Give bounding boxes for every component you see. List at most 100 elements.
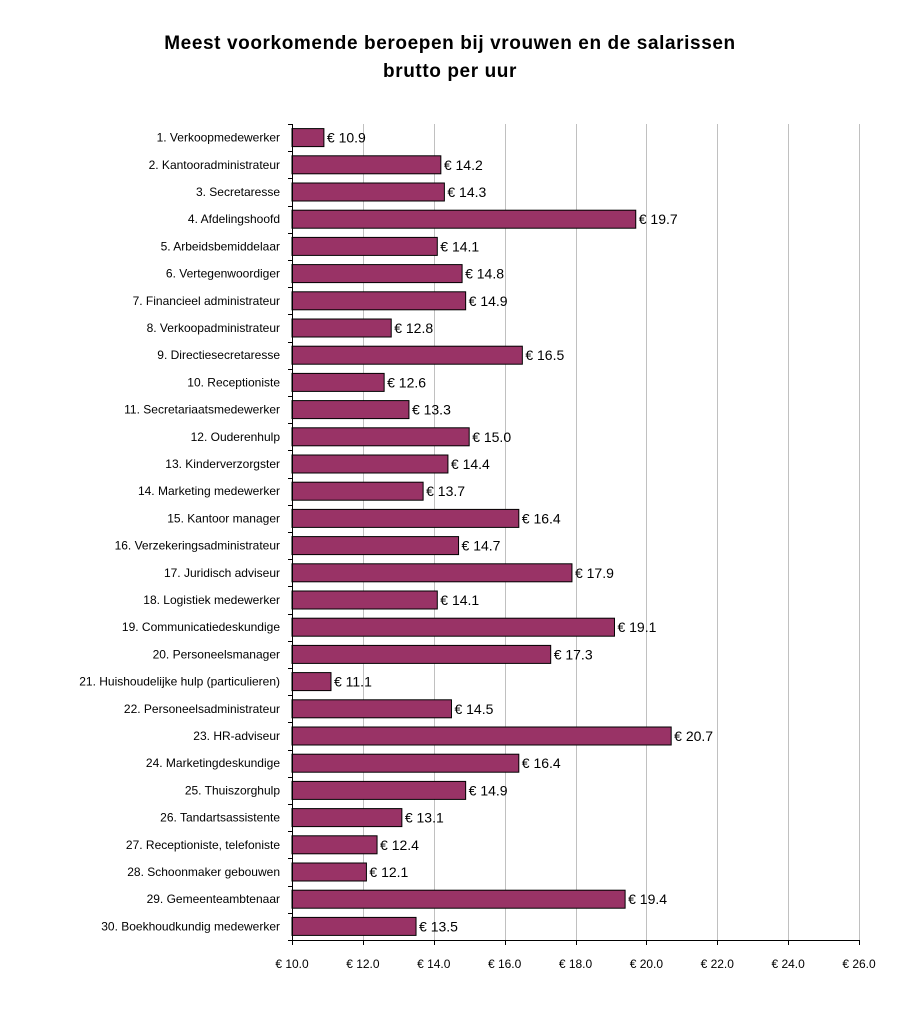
category-label: 29. Gemeenteambtenaar: [147, 892, 280, 906]
data-label: € 14.8: [465, 266, 504, 282]
data-label: € 13.7: [426, 483, 465, 499]
bar: [291, 508, 520, 528]
bar: [291, 672, 332, 692]
category-label: 20. Personeelsmanager: [153, 647, 280, 661]
data-label: € 15.0: [472, 429, 511, 445]
data-label: € 20.7: [674, 728, 713, 744]
data-label: € 16.4: [522, 510, 561, 526]
data-label: € 16.5: [525, 347, 564, 363]
data-label: € 17.9: [575, 565, 614, 581]
bar: [291, 264, 463, 284]
category-label: 6. Vertegenwoordiger: [166, 267, 280, 281]
category-label: 23. HR-adviseur: [193, 729, 280, 743]
category-label: 11. Secretariaatsmedewerker: [124, 403, 280, 417]
data-label: € 13.1: [405, 810, 444, 826]
data-label: € 12.1: [369, 864, 408, 880]
category-label: 18. Logistiek medewerker: [143, 593, 280, 607]
category-label: 10. Receptioniste: [187, 375, 280, 389]
data-label: € 14.7: [462, 538, 501, 554]
data-label: € 13.3: [412, 402, 451, 418]
bar: [291, 617, 615, 637]
category-label: 30. Boekhoudkundig medewerker: [101, 919, 280, 933]
bar: [291, 753, 520, 773]
data-label: € 12.8: [394, 320, 433, 336]
category-label: 28. Schoonmaker gebouwen: [127, 865, 280, 879]
bar: [291, 481, 424, 501]
category-label: 12. Ouderenhulp: [191, 430, 281, 444]
bar: [291, 427, 470, 447]
data-label: € 19.4: [628, 891, 667, 907]
data-label: € 11.1: [334, 674, 372, 690]
category-label: 13. Kinderverzorgster: [165, 457, 280, 471]
category-label: 19. Communicatiedeskundige: [122, 620, 280, 634]
category-label: 24. Marketingdeskundige: [146, 756, 280, 770]
bar: [291, 318, 392, 338]
bar: [291, 644, 552, 664]
category-label: 4. Afdelingshoofd: [188, 212, 280, 226]
bar: [291, 916, 417, 936]
bar: [291, 699, 452, 719]
bar: [291, 780, 467, 800]
data-label: € 13.5: [419, 918, 458, 934]
data-label: € 10.9: [327, 130, 366, 146]
data-label: € 19.7: [639, 211, 678, 227]
category-label: 7. Financieel administrateur: [133, 294, 280, 308]
data-label: € 14.9: [469, 293, 508, 309]
bar: [291, 889, 626, 909]
category-label: 21. Huishoudelijke hulp (particulieren): [79, 675, 280, 689]
data-label: € 12.4: [380, 837, 419, 853]
category-label: 17. Juridisch adviseur: [164, 566, 280, 580]
data-label: € 12.6: [387, 374, 426, 390]
bar: [291, 590, 438, 610]
category-label: 15. Kantoor manager: [167, 511, 280, 525]
category-label: 9. Directiesecretaresse: [157, 348, 280, 362]
bar: [291, 400, 410, 420]
bar: [291, 835, 378, 855]
chart-title-line-1: Meest voorkomende beroepen bij vrouwen e…: [164, 33, 736, 54]
data-label: € 16.4: [522, 755, 561, 771]
bar: [291, 182, 445, 202]
category-label: 16. Verzekeringsadministrateur: [115, 539, 280, 553]
bar: [291, 563, 573, 583]
bar: [291, 291, 467, 311]
category-label: 1. Verkoopmedewerker: [157, 131, 280, 145]
bar: [291, 808, 403, 828]
x-tick-label: € 20.0: [630, 957, 664, 971]
category-label: 14. Marketing medewerker: [138, 484, 280, 498]
x-tick-label: € 24.0: [771, 957, 805, 971]
category-label: 5. Arbeidsbemiddelaar: [161, 239, 280, 253]
x-tick-label: € 10.0: [275, 957, 309, 971]
bar: [291, 236, 438, 256]
bar: [291, 209, 637, 229]
bar: [291, 128, 325, 148]
x-tick-label: € 22.0: [701, 957, 735, 971]
category-label: 26. Tandartsassistente: [160, 811, 280, 825]
data-label: € 14.3: [447, 184, 486, 200]
bar: [291, 454, 449, 474]
bar: [291, 862, 367, 882]
data-label: € 14.1: [440, 238, 479, 254]
category-label: 25. Thuiszorghulp: [185, 783, 281, 797]
bar: [291, 372, 385, 392]
data-label: € 17.3: [554, 646, 593, 662]
data-label: € 19.1: [617, 619, 656, 635]
data-label: € 14.5: [454, 701, 493, 717]
chart-title-line-2: brutto per uur: [383, 61, 517, 82]
data-label: € 14.1: [440, 592, 479, 608]
bar: [291, 536, 460, 556]
x-tick-label: € 26.0: [842, 957, 876, 971]
x-tick-label: € 14.0: [417, 957, 451, 971]
category-label: 8. Verkoopadministrateur: [147, 321, 280, 335]
x-tick-label: € 18.0: [559, 957, 593, 971]
data-label: € 14.2: [444, 157, 483, 173]
category-label: 22. Personeelsadministrateur: [124, 702, 280, 716]
x-tick-label: € 12.0: [346, 957, 380, 971]
category-label: 3. Secretaresse: [196, 185, 280, 199]
chart-title: Meest voorkomende beroepen bij vrouwen e…: [0, 30, 900, 86]
data-label: € 14.9: [469, 782, 508, 798]
category-label: 27. Receptioniste, telefoniste: [126, 838, 280, 852]
bar: [291, 726, 672, 746]
bar: [291, 345, 523, 365]
bar: [291, 155, 442, 175]
